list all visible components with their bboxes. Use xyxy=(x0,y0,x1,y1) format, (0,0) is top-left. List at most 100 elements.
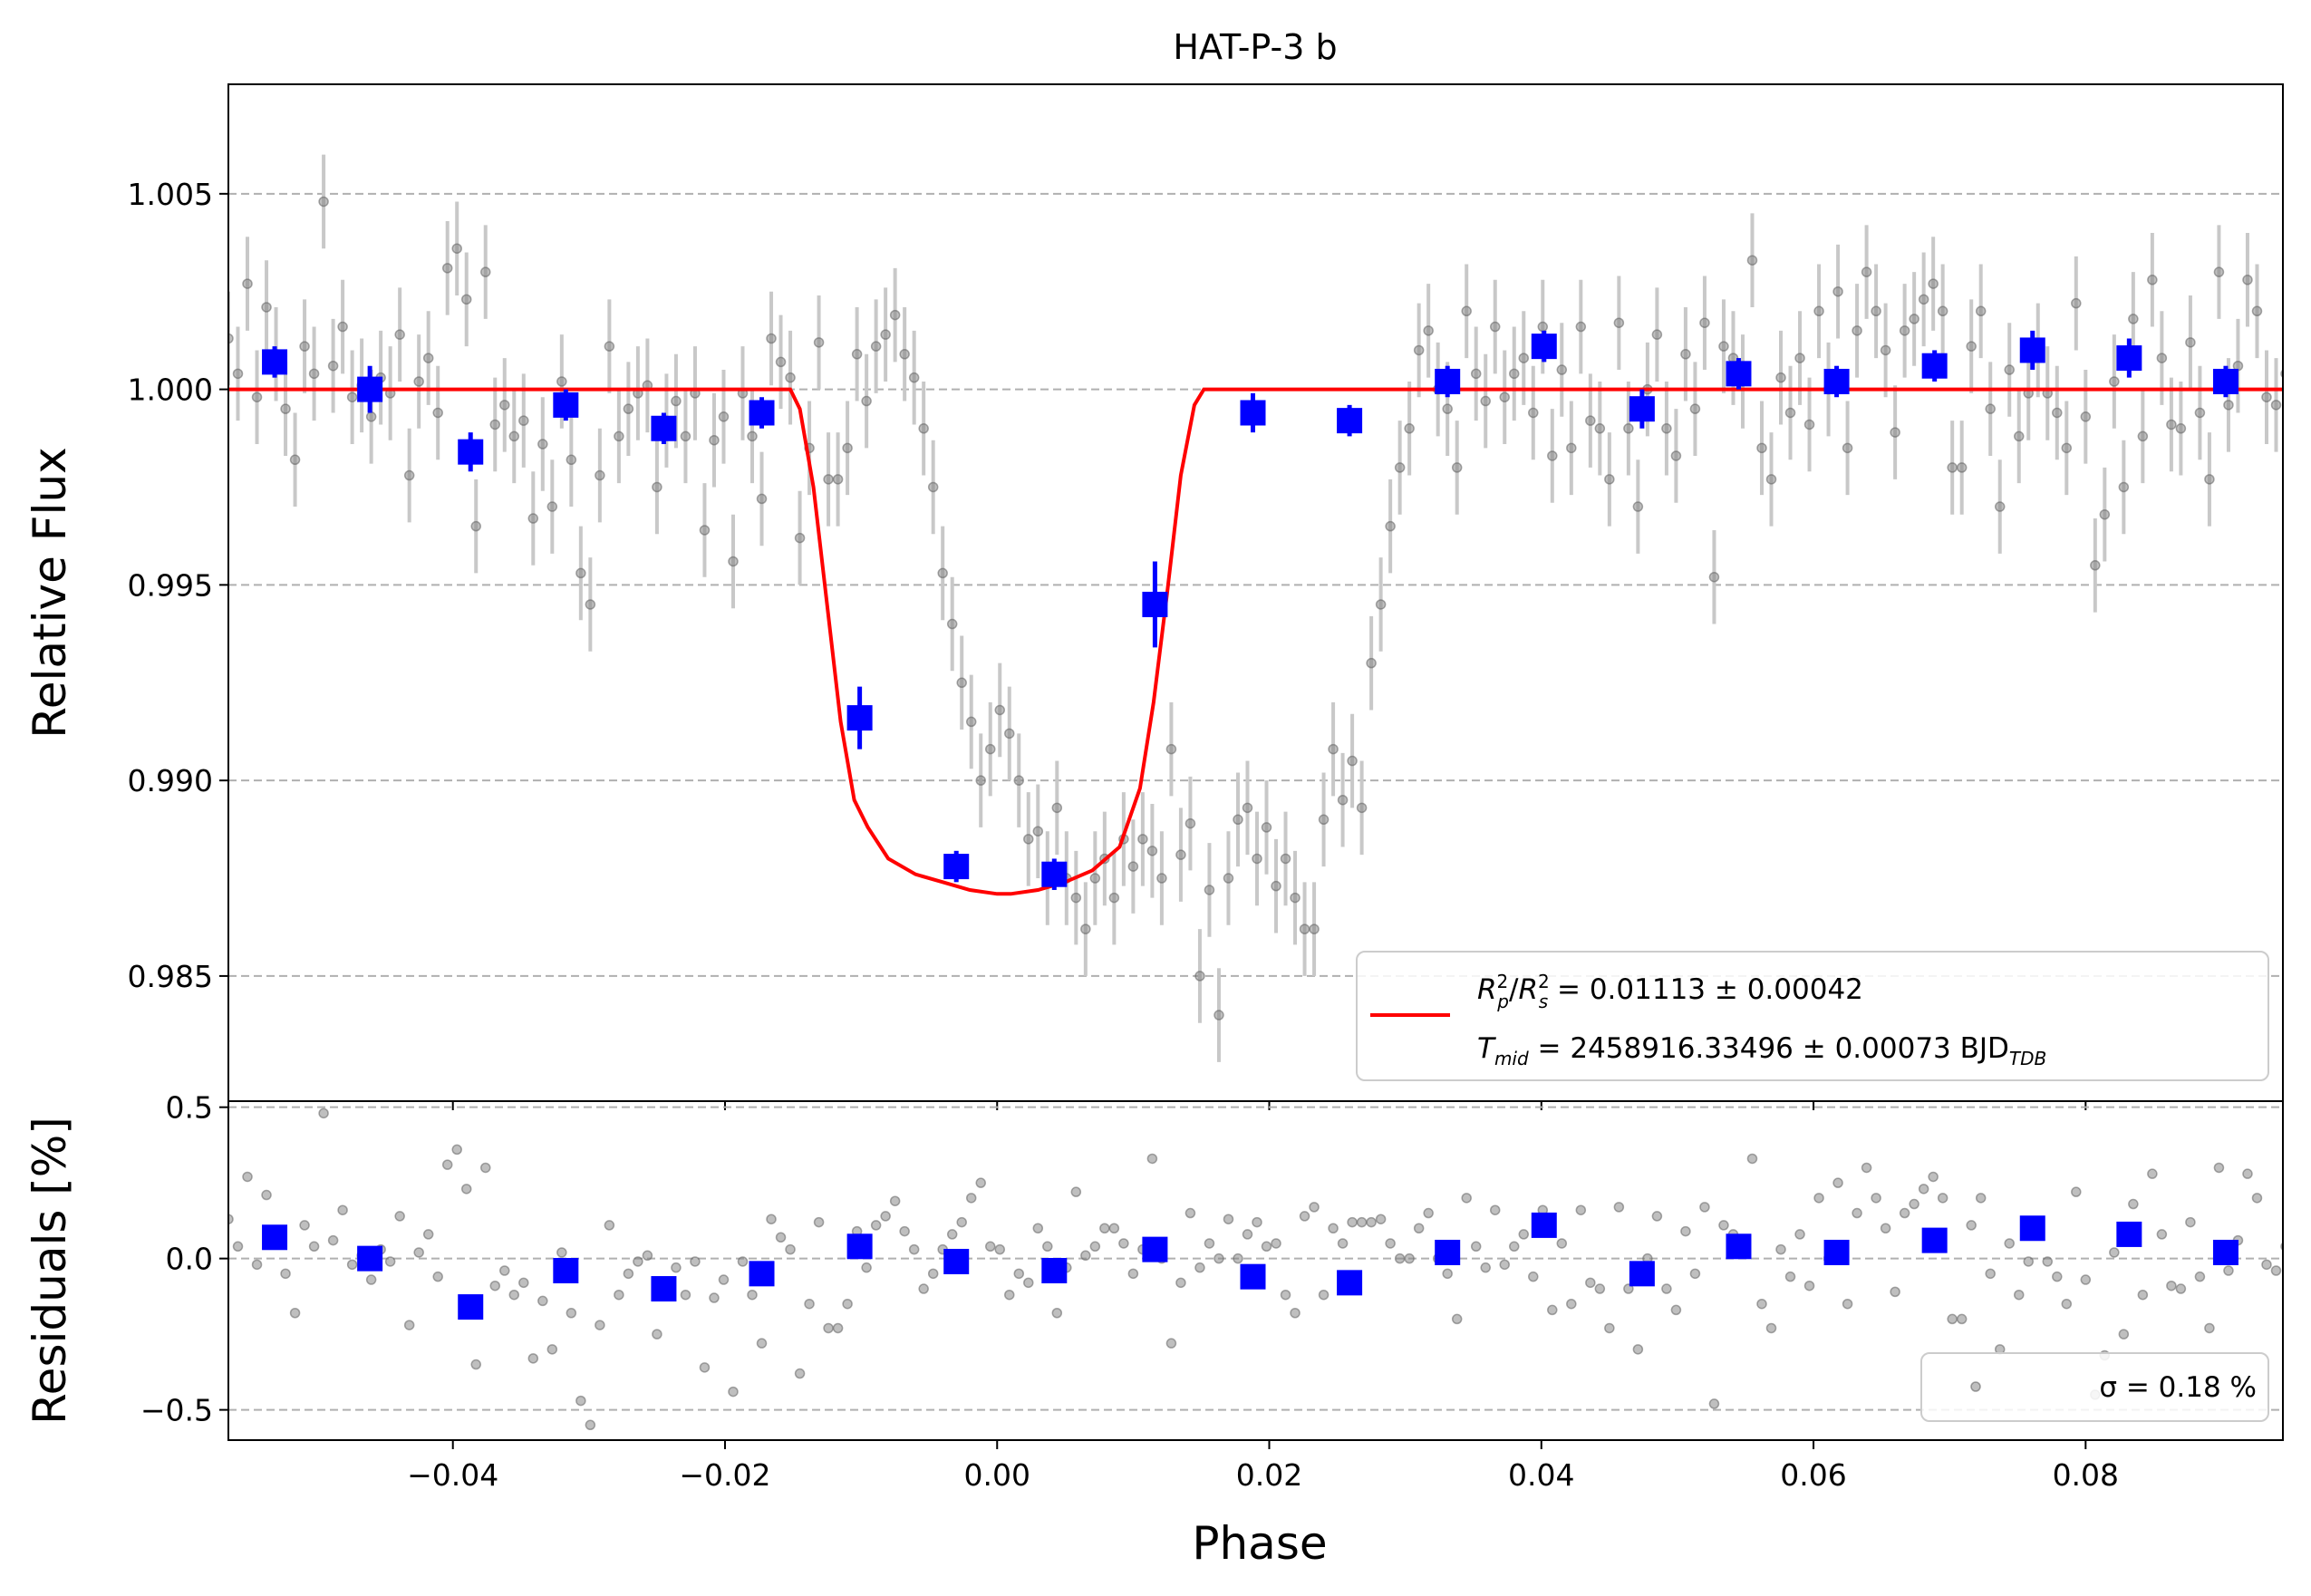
transit-legend-box xyxy=(1356,951,2269,1081)
raw-point xyxy=(956,1216,967,1228)
raw-point xyxy=(2042,1256,2054,1267)
binned-point xyxy=(1240,400,1266,426)
raw-point xyxy=(652,1329,662,1340)
raw-point xyxy=(2270,400,2282,411)
raw-point xyxy=(1956,1313,1968,1325)
raw-point xyxy=(251,392,263,402)
raw-point xyxy=(1214,1010,1224,1020)
raw-point xyxy=(1280,853,1291,865)
raw-point xyxy=(1928,278,1939,289)
raw-point xyxy=(1404,423,1415,434)
raw-point xyxy=(1566,442,1577,454)
raw-point xyxy=(1328,743,1339,755)
y-tick-label: 0.0 xyxy=(166,1242,213,1277)
raw-point xyxy=(2099,508,2111,520)
raw-point xyxy=(975,1177,986,1188)
raw-point xyxy=(299,341,310,352)
raw-point xyxy=(813,1216,825,1228)
raw-point xyxy=(1518,353,1530,363)
transit-y-axis-label: Relative Flux xyxy=(24,447,76,738)
raw-point xyxy=(346,1259,358,1271)
raw-point xyxy=(671,395,682,407)
raw-point xyxy=(823,1322,834,1334)
raw-point xyxy=(614,430,624,442)
raw-point xyxy=(480,266,491,277)
raw-point xyxy=(1127,1268,1139,1280)
raw-point xyxy=(946,1229,958,1240)
raw-point xyxy=(1470,368,1482,380)
raw-point xyxy=(1489,1204,1501,1215)
raw-point xyxy=(1594,1283,1606,1294)
raw-point xyxy=(956,677,967,689)
raw-point xyxy=(1585,415,1596,426)
raw-point xyxy=(2080,1274,2092,1285)
raw-point xyxy=(2071,1186,2082,1197)
raw-point xyxy=(1385,1238,1396,1249)
raw-point xyxy=(1242,802,1253,814)
raw-point xyxy=(1290,892,1301,904)
raw-point xyxy=(1032,826,1044,837)
raw-point xyxy=(1423,1207,1434,1219)
raw-point xyxy=(280,403,291,414)
raw-point xyxy=(575,567,586,579)
raw-point xyxy=(2175,1283,2187,1294)
raw-point xyxy=(1528,407,1539,419)
raw-point xyxy=(1194,971,1205,982)
raw-point xyxy=(1013,775,1025,786)
raw-point xyxy=(2242,275,2253,285)
raw-point xyxy=(709,434,720,446)
x-tick-label: 0.02 xyxy=(1236,1457,1302,1493)
raw-point xyxy=(1146,846,1158,856)
raw-point xyxy=(794,532,806,544)
residuals-axes-frame xyxy=(227,1100,2284,1441)
raw-point xyxy=(2166,1280,2177,1291)
raw-point xyxy=(2004,1238,2015,1249)
raw-point xyxy=(2147,1168,2158,1179)
legend-rp-value: = 0.01113 ± 0.00042 xyxy=(1548,973,1863,1006)
raw-point xyxy=(1813,1193,1824,1204)
raw-point xyxy=(232,368,244,380)
raw-point xyxy=(604,1220,615,1231)
raw-point xyxy=(413,376,424,387)
binned-point xyxy=(943,854,970,880)
raw-point xyxy=(2204,1322,2215,1334)
raw-point xyxy=(1718,341,1729,352)
raw-point xyxy=(1489,321,1501,333)
x-tick-label: 0.08 xyxy=(2053,1457,2119,1493)
raw-point xyxy=(2080,411,2092,422)
raw-point xyxy=(1252,1216,1262,1228)
raw-point xyxy=(460,1184,472,1195)
raw-point xyxy=(403,469,415,481)
raw-point xyxy=(642,1250,653,1262)
binned-point xyxy=(458,439,484,465)
raw-point xyxy=(870,341,882,352)
raw-point xyxy=(1861,1162,1872,1174)
raw-point xyxy=(1699,317,1710,328)
raw-point xyxy=(261,1189,272,1201)
raw-point xyxy=(2071,297,2082,309)
raw-point xyxy=(1975,305,1987,317)
raw-point xyxy=(946,618,958,630)
raw-point xyxy=(1880,1223,1891,1233)
raw-point xyxy=(595,1320,605,1330)
raw-point xyxy=(718,1274,730,1285)
raw-point xyxy=(1080,1250,1091,1262)
raw-point xyxy=(832,474,844,485)
raw-point xyxy=(747,430,758,442)
raw-point xyxy=(2137,1289,2149,1301)
raw-point xyxy=(1613,317,1625,328)
raw-point xyxy=(785,372,796,383)
raw-point xyxy=(889,309,901,321)
raw-point xyxy=(747,1289,758,1301)
raw-point xyxy=(965,716,977,728)
raw-point xyxy=(1461,305,1472,317)
binned-point xyxy=(357,1245,383,1272)
raw-point xyxy=(1765,474,1777,485)
raw-point xyxy=(1089,873,1101,884)
raw-point xyxy=(518,1277,529,1289)
binned-point xyxy=(1726,361,1752,387)
raw-point xyxy=(1413,1223,1425,1233)
residuals-panel: −0.5 0.0 0.5 −0.04 −0.02 0.00 0.02 0.04 0.06 0.0… xyxy=(24,1090,2284,1570)
